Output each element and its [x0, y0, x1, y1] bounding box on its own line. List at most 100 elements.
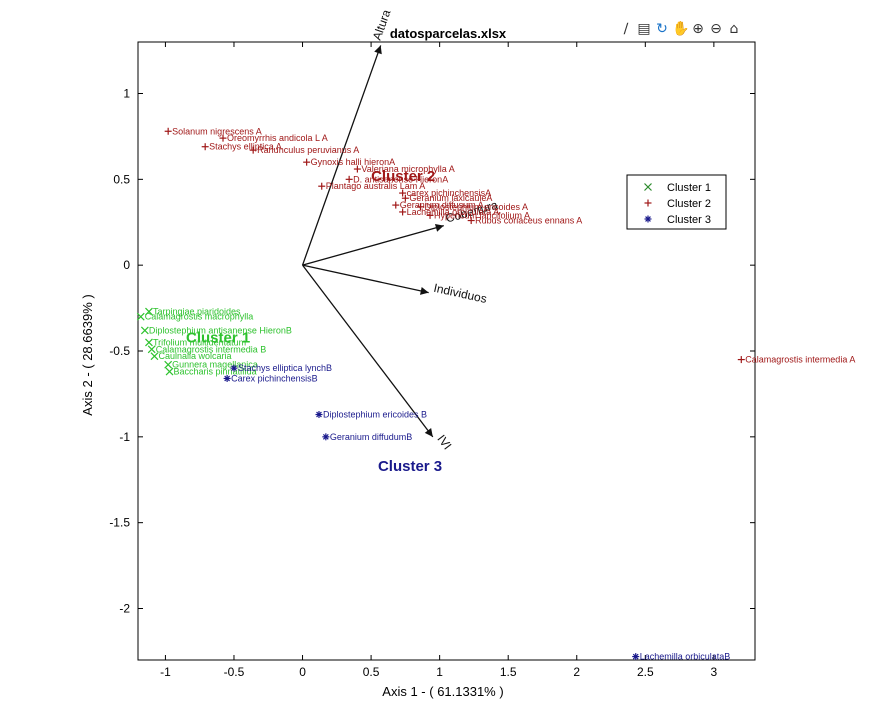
x-tick-label: 1 — [436, 665, 443, 679]
ticks-layer: -1 -0.5 0 0.5 1 1.5 2 2.5 3 -2 -1.5 -1 -0.5 0 0.5 1 — [109, 42, 755, 679]
y-tick-label: -1 — [119, 430, 130, 444]
data-point-calamagrostis-intermedia-b — [147, 345, 156, 354]
cluster-label-cluster-2: Cluster 2 — [371, 168, 435, 185]
data-point-caulnalia-wolcaria — [150, 352, 159, 361]
point-label-oreomyrrhis-andicola-l-a: Oreomyrrhis andicola L A — [227, 133, 328, 143]
point-label-baccharis-pinnatifida: Baccharis pinnatifida — [174, 367, 257, 377]
point-label-calamagrostis-macrophylla: Calamagrostis macrophylla — [145, 312, 254, 322]
data-point-lachemilla-orbiculata-a — [399, 208, 407, 216]
x-tick-label: -0.5 — [224, 665, 245, 679]
point-label-diplostephium-ericoides-a: Diplostephium ericoides A — [424, 202, 528, 212]
point-label-calamagrostis-intermedia-b: Calamagrostis intermedia B — [156, 344, 267, 354]
data-point-rubus-coriaceus-ennans-a — [467, 217, 475, 225]
data-point-gunnera-magellanica — [164, 360, 173, 369]
point-label-diplostephium-antisanense-hieronb: Diplostephium antisanense HieronB — [149, 325, 292, 335]
figure-toolbar: ∕ ▤ ↻ ✋ ⊕ ⊖ ⌂ — [618, 20, 742, 42]
data-point-gynoxis-halli-hierona — [303, 158, 311, 166]
data-point-geranium-diffusum-a — [392, 201, 400, 209]
data-point-ranunculus-peruvianus-a — [249, 146, 257, 154]
data-point-carex-pichinchensisa — [399, 189, 407, 197]
data-point-trifolium-multidentatum — [145, 338, 153, 347]
point-label-ranunculus-peruvianus-a: Ranunculus peruvianus A — [257, 145, 359, 155]
x-tick-label: -1 — [160, 665, 171, 679]
x-axis-label: Axis 1 - ( 61.1331% ) — [382, 684, 503, 699]
data-point-geranium-laxicaulea — [401, 194, 409, 202]
point-label-carex-pichinchensisb: Carex pichinchensisB — [231, 373, 318, 383]
cluster-label-cluster-1: Cluster 1 — [186, 329, 250, 346]
point-label-valeriana-microphylla-a: Valeriana microphylla A — [361, 164, 454, 174]
point-label-lachemilla-orbiculatab: Lachemilla orbiculataB — [640, 652, 731, 662]
point-label-diplostephium-ericoides-b: Diplostephium ericoides B — [323, 410, 427, 420]
point-label-rubus-coriaceus-ennans-a: Rubus coriaceus ennans A — [475, 216, 582, 226]
data-point-plantago-australis-lam-a — [318, 182, 326, 190]
legend-entry-cluster-1: Cluster 1 — [667, 182, 711, 194]
point-label-carex-pichinchensisa: carex pichinchensisA — [407, 188, 492, 198]
point-label-geranium-laxicaulea: Geranium laxicauleA — [409, 193, 492, 203]
point-label-geranium-diffusum-a: Geranium diffusum A — [400, 200, 484, 210]
chart-title: datosparcelas.xlsx — [390, 26, 507, 41]
y-tick-label: 0 — [123, 258, 130, 272]
rotate-icon[interactable]: ↻ — [656, 21, 668, 37]
data-point-tarpingiae-piaridoides — [145, 307, 153, 316]
vector-altura-head — [374, 45, 382, 55]
data-point-d-antisanense-hierona — [345, 175, 353, 183]
legend-marker-cluster-3 — [644, 215, 652, 223]
x-tick-label: 3 — [711, 665, 718, 679]
vector-individuos-arrow — [302, 264, 429, 294]
point-label-plantago-australis-lam-a: Plantago australis Lam A — [326, 181, 426, 191]
zoom-out-icon[interactable]: ⊖ — [710, 21, 722, 37]
vector-individuos-label: Individuos — [432, 281, 488, 306]
x-tick-label: 0 — [299, 665, 306, 679]
vector-cobertura-arrow — [302, 225, 444, 266]
legend-entry-cluster-3: Cluster 3 — [667, 214, 711, 226]
zoom-in-icon[interactable]: ⊕ — [692, 21, 704, 37]
point-label-trifolium-multidentatum: Trifolium multidentatum — [153, 337, 246, 347]
vector-ivi-arrow — [302, 264, 434, 438]
home-icon[interactable]: ⌂ — [729, 21, 739, 37]
y-tick-label: -1.5 — [109, 516, 130, 530]
data-point-calamagrostis-macrophylla — [136, 312, 145, 321]
data-point-stachys-elliptica-lynchb — [230, 364, 238, 372]
vector-altura-arrow — [301, 45, 382, 266]
x-tick-label: 1.5 — [500, 665, 517, 679]
y-tick-label: -0.5 — [109, 344, 130, 358]
point-label-hypericum-laricifolium-a: Hypericum laricifolium A — [434, 210, 530, 220]
legend-icon[interactable]: ▤ — [637, 21, 651, 37]
vector-ivi-label: IVI — [434, 432, 454, 452]
point-label-tarpingiae-piaridoides: Tarpingiae piaridoides — [153, 307, 241, 317]
point-label-d-antisanense-hierona: D. antisanense HieronA — [353, 174, 448, 184]
data-point-hypericum-laricifolium-a — [426, 211, 434, 219]
y-tick-label: -2 — [119, 602, 130, 616]
x-tick-label: 0.5 — [363, 665, 380, 679]
data-point-stachys-elliptica-a — [201, 143, 209, 151]
data-point-oreomyrrhis-andicola-l-a — [219, 134, 227, 142]
x-tick-label: 2 — [573, 665, 580, 679]
brush-icon[interactable]: ∕ — [623, 21, 629, 37]
y-axis-label: Axis 2 - ( 28.6639% ) — [80, 294, 95, 415]
point-label-gunnera-magellanica: Gunnera magellanica — [172, 360, 258, 370]
point-label-geranium-diffudumb: Geranium diffudumB — [330, 432, 412, 442]
legend-box — [626, 174, 727, 230]
data-point-geranium-diffudumb — [322, 433, 330, 441]
data-point-lachemilla-orbiculatab — [632, 653, 640, 661]
pan-icon[interactable]: ✋ — [672, 21, 690, 37]
vector-ivi-head — [424, 428, 433, 437]
point-label-calamagrostis-intermedia-a: Calamagrostis intermedia A — [745, 355, 855, 365]
y-tick-label: 0.5 — [113, 172, 130, 186]
cluster-label-cluster-3: Cluster 3 — [378, 458, 442, 475]
vector-cobertura-head — [434, 223, 444, 232]
legend: Cluster 1 Cluster 2 Cluster 3 — [626, 174, 727, 230]
y-tick-label: 1 — [123, 87, 130, 101]
point-label-solanum-nigrescens-a: Solanum nigrescens A — [172, 126, 262, 136]
data-point-carex-pichinchensisb — [223, 374, 231, 382]
legend-marker-cluster-2 — [644, 199, 652, 207]
data-point-valeriana-microphylla-a — [353, 165, 361, 173]
point-label-lachemilla-orbiculata-a: Lachemilla orbiculata A — [407, 207, 500, 217]
